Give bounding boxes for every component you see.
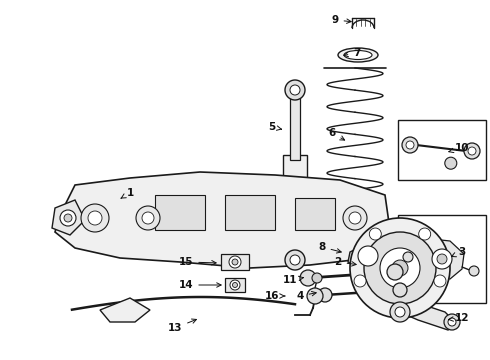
Polygon shape (55, 172, 390, 268)
Ellipse shape (344, 50, 372, 59)
Bar (290, 95, 300, 160)
Circle shape (444, 314, 460, 330)
Polygon shape (348, 242, 388, 268)
Circle shape (318, 288, 332, 302)
Circle shape (469, 266, 479, 276)
Circle shape (142, 212, 154, 224)
Polygon shape (52, 200, 85, 235)
Circle shape (402, 137, 418, 153)
Bar (295, 198, 335, 230)
Text: 1: 1 (121, 188, 134, 198)
Circle shape (350, 218, 450, 318)
Text: 13: 13 (168, 319, 196, 333)
Circle shape (364, 232, 436, 304)
Bar (221, 254, 249, 270)
Text: 12: 12 (449, 313, 469, 323)
Text: 4: 4 (296, 291, 316, 301)
Bar (155, 195, 205, 230)
Text: 15: 15 (179, 257, 216, 267)
Text: 10: 10 (449, 143, 469, 153)
Circle shape (434, 275, 446, 287)
Circle shape (232, 259, 238, 265)
Text: 5: 5 (269, 122, 281, 132)
Text: 7: 7 (344, 48, 361, 58)
Polygon shape (395, 302, 458, 330)
Circle shape (390, 302, 410, 322)
Circle shape (290, 85, 300, 95)
Circle shape (448, 318, 456, 326)
Circle shape (406, 141, 414, 149)
Text: 16: 16 (265, 291, 285, 301)
Circle shape (349, 212, 361, 224)
Bar (225, 278, 245, 292)
Circle shape (300, 270, 316, 286)
Circle shape (468, 147, 476, 155)
Circle shape (285, 80, 305, 100)
Circle shape (393, 283, 407, 297)
Circle shape (343, 206, 367, 230)
Circle shape (232, 283, 238, 288)
Circle shape (354, 275, 366, 287)
Circle shape (403, 252, 413, 262)
Circle shape (229, 256, 241, 268)
Circle shape (358, 246, 378, 266)
Circle shape (136, 206, 160, 230)
Circle shape (432, 249, 452, 269)
Circle shape (307, 288, 323, 304)
Circle shape (380, 248, 420, 288)
Text: 2: 2 (334, 257, 356, 267)
Ellipse shape (338, 48, 378, 62)
Circle shape (81, 204, 109, 232)
Circle shape (445, 157, 457, 169)
Circle shape (392, 260, 408, 276)
Bar (225, 195, 275, 230)
Polygon shape (422, 239, 464, 279)
Bar (398, 120, 486, 180)
Circle shape (394, 304, 406, 316)
Circle shape (64, 214, 72, 222)
Bar (283, 155, 307, 255)
Text: 8: 8 (318, 242, 341, 253)
Circle shape (230, 280, 240, 290)
Circle shape (312, 273, 322, 283)
Text: 3: 3 (452, 247, 466, 257)
Circle shape (387, 264, 403, 280)
Bar (398, 215, 486, 303)
Circle shape (60, 210, 76, 226)
Circle shape (464, 143, 480, 159)
Circle shape (369, 228, 381, 240)
Text: 11: 11 (283, 275, 303, 285)
Polygon shape (100, 298, 150, 322)
Circle shape (285, 250, 305, 270)
Circle shape (290, 255, 300, 265)
Text: 14: 14 (179, 280, 221, 290)
Circle shape (437, 254, 447, 264)
Circle shape (395, 307, 405, 317)
Circle shape (418, 228, 431, 240)
Text: 9: 9 (331, 15, 351, 25)
Circle shape (88, 211, 102, 225)
Text: 6: 6 (328, 128, 344, 140)
